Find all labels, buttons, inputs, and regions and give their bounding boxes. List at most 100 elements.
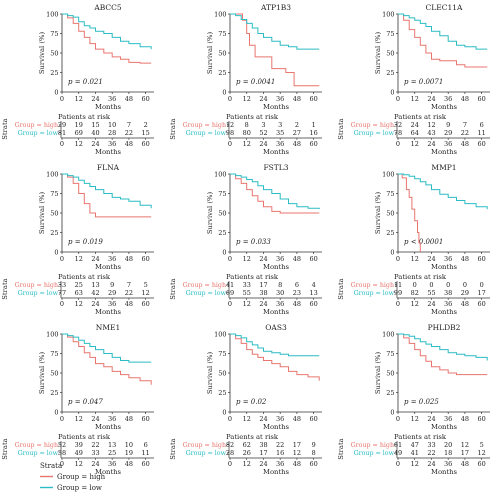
risk-count-high: 33 [243,281,251,289]
risk-count-low: 49 [75,449,83,457]
y-tick-label: 100 [382,10,394,18]
y-tick-label: 0 [222,248,226,256]
series-low-curve [230,173,320,210]
risk-count-low: 15 [141,129,149,137]
risk-row-label-low: Group = low [18,450,59,457]
x-tick-label: 12 [411,255,419,263]
x-tick-label: 12 [75,415,83,423]
risk-x-tick-label: 12 [411,140,419,148]
risk-row-label-low: Group = low [18,130,59,137]
x-tick-label: 60 [309,415,317,423]
y-tick-label: 25 [218,229,226,237]
risk-x-tick-label: 24 [259,140,267,148]
series-low-curve [62,173,152,209]
p-value-annotation: p = 0.02 [236,398,267,406]
x-tick-label: 12 [243,95,251,103]
risk-count-low: 29 [444,129,452,137]
x-tick-label: 60 [141,415,149,423]
risk-count-high: 11 [394,281,402,289]
legend-item-label: Group = high [57,473,106,481]
risk-row-label-high: Group = high [183,282,226,289]
risk-x-tick-label: 12 [243,140,251,148]
y-tick-label: 0 [54,248,58,256]
risk-x-tick-label: 36 [108,460,116,468]
x-axis-label: Months [263,263,290,271]
risk-count-low: 80 [243,129,251,137]
strata-label: Strata [1,438,9,459]
y-tick-label: 0 [222,408,226,416]
risk-x-tick-label: 48 [461,300,469,308]
y-tick-label: 25 [50,69,58,77]
risk-x-tick-label: 60 [477,460,485,468]
risk-count-low: 12 [293,449,301,457]
risk-count-high: 17 [259,281,267,289]
y-tick-label: 50 [218,209,226,217]
risk-count-high: 0 [480,281,484,289]
series-high-curve [230,333,320,381]
x-tick-label: 36 [444,95,452,103]
x-axis-label: Months [263,103,290,111]
y-tick-label: 100 [214,170,226,178]
risk-count-low: 35 [276,129,284,137]
risk-table-title: Patients at risk [394,113,447,121]
x-axis-label: Months [95,263,122,271]
risk-x-tick-label: 60 [309,460,317,468]
series-low-curve [230,13,320,50]
x-tick-label: 36 [276,95,284,103]
series-low-curve [62,333,152,363]
x-tick-label: 48 [293,255,301,263]
risk-count-high: 9 [110,281,114,289]
risk-row-label-low: Group = low [354,130,395,137]
risk-table-title: Patients at risk [226,433,279,441]
panel-title: MMP1 [431,163,456,172]
p-value-annotation: p = 0.033 [236,238,271,246]
risk-count-high: 0 [429,281,433,289]
risk-count-high: 61 [394,441,402,449]
x-tick-label: 0 [396,255,400,263]
risk-x-axis-label: Months [95,308,122,316]
risk-x-tick-label: 48 [293,300,301,308]
risk-count-high: 62 [243,441,251,449]
panel-title: NME1 [96,323,121,332]
x-tick-label: 24 [259,415,267,423]
risk-count-high: 2 [144,121,148,129]
y-tick-label: 75 [218,190,226,198]
y-tick-label: 50 [386,49,394,57]
y-tick-label: 100 [382,170,394,178]
risk-row-label-high: Group = high [15,282,58,289]
risk-row-label-high: Group = high [351,442,394,449]
risk-count-low: 55 [243,289,251,297]
y-tick-label: 0 [390,408,394,416]
risk-count-low: 25 [108,449,116,457]
risk-count-low: 28 [108,129,116,137]
risk-x-tick-label: 12 [243,300,251,308]
risk-x-tick-label: 12 [75,460,83,468]
x-tick-label: 36 [108,255,116,263]
risk-x-tick-label: 24 [427,300,435,308]
x-tick-label: 24 [91,255,99,263]
x-tick-label: 0 [60,255,64,263]
risk-count-high: 3 [278,121,282,129]
risk-count-high: 2 [295,121,299,129]
risk-count-low: 99 [394,289,402,297]
y-tick-label: 50 [218,49,226,57]
risk-x-tick-label: 0 [396,140,400,148]
risk-count-high: 1 [312,121,316,129]
x-tick-label: 0 [228,255,232,263]
y-axis-label: Survival (%) [374,352,382,395]
risk-count-low: 38 [444,289,452,297]
y-tick-label: 75 [50,350,58,358]
risk-x-tick-label: 48 [461,140,469,148]
risk-x-tick-label: 36 [108,140,116,148]
risk-x-tick-label: 36 [108,300,116,308]
x-axis-label: Months [95,103,122,111]
y-tick-label: 50 [386,209,394,217]
risk-count-high: 9 [312,441,316,449]
risk-count-low: 22 [125,129,133,137]
x-axis-label: Months [431,423,458,431]
y-tick-label: 100 [46,330,58,338]
x-tick-label: 12 [411,95,419,103]
risk-count-low: 78 [394,129,402,137]
